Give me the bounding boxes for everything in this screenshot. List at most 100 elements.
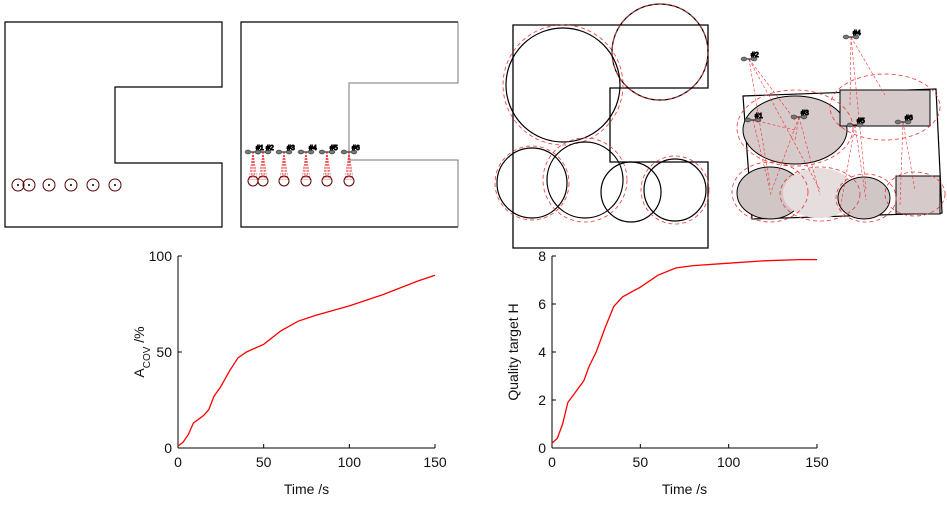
sensor-ray <box>322 151 328 181</box>
sensor-ray <box>248 151 254 181</box>
drone-rotor <box>894 119 902 125</box>
sensor-ray <box>902 121 916 191</box>
line-series <box>551 258 817 444</box>
sensor-ray <box>262 151 266 181</box>
drone-rotor <box>244 149 252 155</box>
sensor-ray <box>752 119 771 191</box>
panel-initial <box>4 21 223 228</box>
sensor-ray <box>854 124 867 201</box>
footprint <box>300 175 312 187</box>
x-tick-label: 100 <box>338 454 362 470</box>
sensor-ray <box>279 151 285 181</box>
sensor-ray <box>348 151 352 181</box>
drone-rotor <box>318 149 326 155</box>
drone-label: #2 <box>266 145 274 152</box>
drone-rotor <box>254 149 262 155</box>
drone-rotor <box>350 149 358 155</box>
y-axis-label-part: /% <box>131 326 147 346</box>
sensor-ray <box>281 151 285 181</box>
sensor-ray <box>283 151 287 181</box>
sensor-ray <box>252 151 258 181</box>
y-tick-label: 6 <box>538 296 546 312</box>
x-tick-label: 0 <box>548 454 556 470</box>
y-axis-label-part: A <box>131 368 147 378</box>
panel-coverage <box>494 3 710 249</box>
sensor-ray <box>250 151 254 181</box>
sensor-ray <box>748 58 771 186</box>
x-axis-label: Time /s <box>662 481 707 497</box>
drone-label: #3 <box>801 110 809 117</box>
drone-label: #1 <box>256 145 264 152</box>
sensor-ray <box>748 58 796 121</box>
sensor-ray <box>283 151 289 181</box>
drone-rotor <box>307 149 315 155</box>
y-axis-label-part: Quality target H <box>505 303 521 400</box>
quality-chart: 0 2 4 6 8 0 50 100 150 Time /s Quality target H <box>505 248 829 497</box>
y-tick-label: 2 <box>538 392 546 408</box>
footprint <box>321 175 333 187</box>
sensor-ray <box>324 151 328 181</box>
sensor-ray <box>301 151 307 181</box>
footprint <box>257 175 269 187</box>
x-tick-label: 100 <box>717 454 741 470</box>
drone-rotor <box>328 149 336 155</box>
drone-label: #6 <box>905 115 913 122</box>
x-tick-label: 150 <box>805 454 829 470</box>
y-axis-label: ACOV /% <box>131 326 153 377</box>
sensor-ray <box>326 151 332 181</box>
drone-rotor <box>340 149 348 155</box>
drone-label: #6 <box>352 145 360 152</box>
drone-rotor <box>846 122 854 128</box>
sensor-ray <box>344 151 350 181</box>
sensor-ray <box>262 151 268 181</box>
y-tick-label: 0 <box>164 440 172 456</box>
x-axis-label: Time /s <box>284 481 329 497</box>
drone-rotor <box>800 114 808 120</box>
drone-rotor <box>852 34 860 40</box>
sensor-ray <box>850 36 867 191</box>
drone-label: #4 <box>309 145 317 152</box>
sensor-ray <box>303 151 307 181</box>
drone-rotor <box>744 117 752 123</box>
sensor-ray <box>348 151 354 181</box>
y-tick-label: 100 <box>149 248 173 264</box>
sensor-ray <box>798 116 821 196</box>
panel-takeoff: #1 #2 #3 #4 #5 #6 <box>240 21 459 228</box>
drone-rotor <box>297 149 305 155</box>
footprint <box>278 175 290 187</box>
sensor-ray <box>252 151 256 181</box>
y-tick-label: 4 <box>538 344 546 360</box>
drone-rotor <box>790 114 798 120</box>
sensor-ray <box>305 151 309 181</box>
sensor-ray <box>260 151 264 181</box>
drone-rotor <box>275 149 283 155</box>
drone-label: #2 <box>751 52 759 59</box>
drone-rotor <box>285 149 293 155</box>
y-tick-label: 0 <box>538 440 546 456</box>
x-tick-label: 0 <box>174 454 182 470</box>
drone-rotor <box>856 122 864 128</box>
sensor-ray <box>326 151 330 181</box>
drone-label: #1 <box>755 113 763 120</box>
drone-rotor <box>264 149 272 155</box>
drone-rotor <box>904 119 912 125</box>
x-tick-label: 50 <box>633 454 649 470</box>
panel-3d-view: #1 #2 #3 #4 #5 #6 <box>731 30 946 223</box>
sensor-ray <box>850 36 886 96</box>
x-tick-label: 50 <box>256 454 272 470</box>
x-tick-label: 150 <box>423 454 447 470</box>
drone-label: #4 <box>853 30 861 37</box>
drone-rotor <box>842 34 850 40</box>
sensor-ray <box>899 121 904 206</box>
sensor-ray <box>849 36 852 106</box>
y-axis-label-part: COV <box>142 346 153 368</box>
sensor-ray <box>346 151 350 181</box>
coverage-chart: 0 50 100 0 50 100 150 Time /s ACOV /% <box>131 248 447 497</box>
y-axis-label: Quality target H <box>505 303 521 400</box>
sensor-ray <box>258 151 264 181</box>
y-tick-label: 8 <box>538 248 546 264</box>
sensor-ray <box>305 151 311 181</box>
footprint <box>343 175 355 187</box>
drone-label: #5 <box>857 118 865 125</box>
